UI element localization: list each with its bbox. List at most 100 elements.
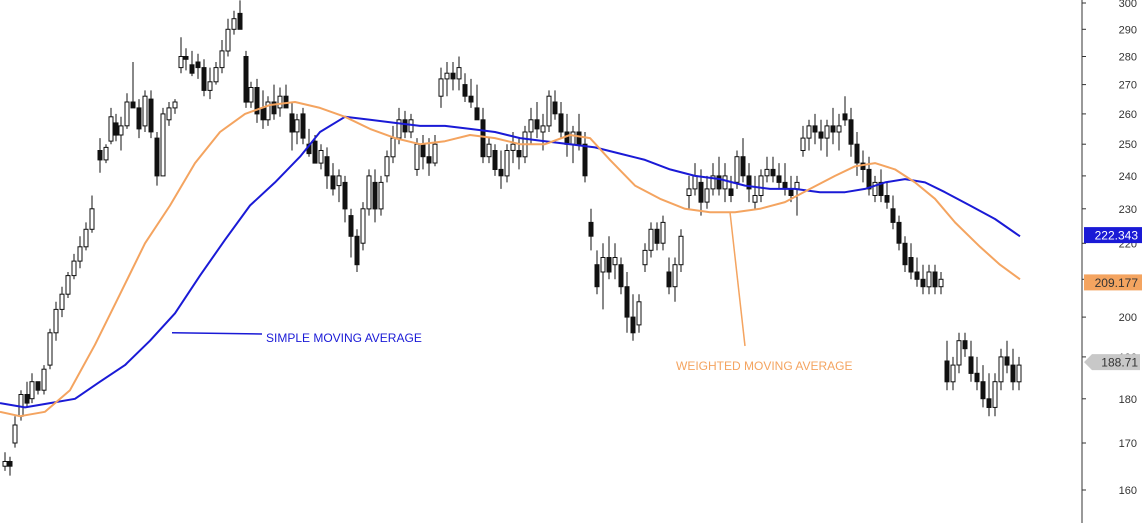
candle-body: [160, 113, 166, 177]
candle-body: [974, 372, 980, 383]
candle: [35, 381, 41, 395]
candle-body: [130, 101, 136, 109]
y-tick-label: 180: [1119, 394, 1137, 406]
candle-body: [800, 137, 806, 152]
price-badge-label: 209.177: [1095, 276, 1139, 290]
candle: [432, 135, 438, 167]
candle: [920, 264, 926, 295]
candle-body: [710, 175, 716, 190]
candle-body: [402, 119, 408, 133]
candle: [836, 113, 842, 151]
candle: [456, 56, 462, 91]
y-tick-label: 240: [1119, 171, 1137, 183]
candle-body: [944, 360, 950, 383]
candle: [378, 175, 384, 216]
candle: [237, 0, 243, 30]
candle-body: [534, 119, 540, 130]
candle: [2, 452, 8, 471]
candle: [97, 138, 103, 173]
candle: [219, 40, 225, 74]
candle-body: [312, 140, 318, 164]
candle-body: [59, 293, 65, 310]
candle: [480, 107, 486, 164]
candle: [612, 243, 618, 280]
candle-body: [576, 131, 582, 145]
y-tick-label: 270: [1119, 80, 1137, 92]
candle: [486, 138, 492, 164]
price-badges: 222.343 209.177 188.71: [1084, 227, 1142, 371]
candle: [366, 169, 372, 216]
candle-body: [824, 125, 830, 139]
candle: [213, 62, 219, 85]
candle: [824, 119, 830, 157]
candle: [113, 113, 119, 142]
candle: [818, 119, 824, 151]
candle-body: [618, 264, 624, 288]
candle-body: [698, 181, 704, 203]
candle-body: [528, 119, 534, 133]
candle: [172, 99, 178, 114]
candle-body: [716, 175, 722, 190]
candle-body: [746, 175, 752, 190]
candle-body: [97, 150, 103, 161]
candle-body: [113, 122, 119, 136]
price-badge: 209.177: [1084, 274, 1142, 291]
candle-body: [794, 181, 800, 190]
candle: [462, 73, 468, 102]
candle-body: [1010, 364, 1016, 383]
candle: [354, 229, 360, 272]
candle: [890, 195, 896, 230]
candle-body: [588, 221, 594, 237]
y-tick-label: 170: [1119, 438, 1137, 450]
candle: [318, 144, 324, 170]
candle-body: [7, 461, 13, 467]
candle: [624, 272, 630, 333]
candle-body: [818, 131, 824, 139]
candle-body: [225, 28, 231, 52]
candle: [41, 365, 47, 395]
candle-body: [630, 316, 636, 334]
candle: [770, 156, 776, 183]
candle-body: [962, 340, 968, 350]
candle: [728, 175, 734, 203]
candle-body: [136, 107, 142, 130]
candle-body: [648, 228, 654, 251]
candle: [384, 150, 390, 183]
candle-body: [318, 150, 324, 164]
candle: [254, 78, 260, 123]
candle-body: [890, 208, 896, 223]
candle: [47, 328, 53, 370]
price-badge-shape: [1084, 274, 1142, 291]
candle-body: [372, 181, 378, 210]
candle: [842, 96, 848, 126]
candle-body: [842, 113, 848, 121]
candle: [118, 116, 124, 151]
candle: [594, 250, 600, 295]
candle: [342, 175, 348, 223]
candle: [474, 84, 480, 121]
candle-body: [600, 257, 606, 273]
candle: [926, 264, 932, 295]
candle: [660, 215, 666, 251]
candle: [908, 243, 914, 280]
candle-body: [277, 95, 283, 109]
candle-body: [582, 143, 588, 177]
candle: [130, 62, 136, 109]
candle: [600, 243, 606, 310]
candle: [710, 163, 716, 196]
candle-body: [504, 150, 510, 177]
candle-body: [53, 308, 59, 334]
candle-body: [830, 125, 836, 133]
candle-body: [450, 72, 456, 80]
candle-body: [540, 125, 546, 133]
candle-body: [1016, 364, 1022, 383]
candle: [108, 107, 114, 145]
candle-body: [432, 143, 438, 164]
candle-body: [764, 168, 770, 177]
candle: [932, 264, 938, 295]
candle-body: [752, 195, 758, 203]
candle: [154, 132, 160, 186]
candle: [722, 163, 728, 203]
